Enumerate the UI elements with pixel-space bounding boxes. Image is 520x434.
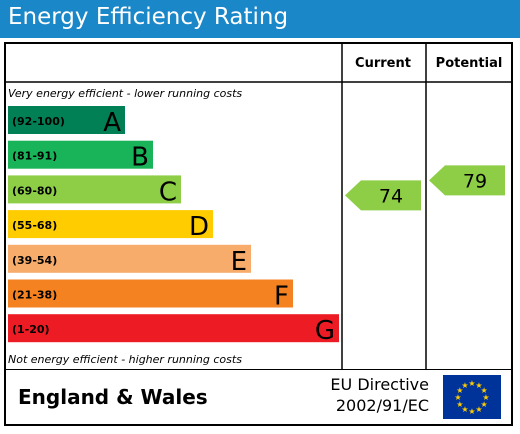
band-range-a: (92-100) [12, 115, 65, 128]
band-range-b: (81-91) [12, 150, 57, 163]
current-rating-value: 74 [379, 185, 403, 207]
band-range-e: (39-54) [12, 254, 57, 267]
eu-star: ★ [482, 393, 489, 402]
frame-border [4, 42, 513, 370]
band-letter-c: C [159, 177, 177, 207]
bottom-note: Not energy efficient - higher running co… [8, 353, 242, 366]
band-f [8, 279, 293, 308]
eu-star: ★ [481, 386, 488, 395]
band-range-g: (1-20) [12, 323, 50, 336]
band-letter-d: D [189, 212, 209, 242]
eu-star: ★ [456, 386, 463, 395]
footer-directive: EU Directive 2002/91/EC [330, 374, 429, 416]
band-range-f: (21-38) [12, 289, 57, 302]
band-letter-g: G [315, 316, 335, 346]
eu-star: ★ [461, 405, 468, 414]
chart-frame [4, 42, 513, 370]
potential-rating-arrow [429, 165, 505, 196]
directive-line-1: EU Directive [330, 375, 429, 394]
top-note: Very energy efficient - lower running co… [8, 87, 242, 100]
band-letter-a: A [103, 108, 121, 138]
band-e [8, 244, 251, 273]
directive-line-2: 2002/91/EC [335, 396, 429, 415]
eu-star: ★ [461, 381, 468, 390]
eu-star: ★ [475, 381, 482, 390]
band-range-d: (55-68) [12, 219, 57, 232]
eu-star: ★ [475, 405, 482, 414]
eu-star: ★ [468, 407, 475, 416]
eu-star: ★ [481, 400, 488, 409]
rating-bands: (92-100) A (81-91) B (69-80) C (55-68) D (39-54)… [8, 106, 339, 346]
footer: England & Wales EU Directive 2002/91/EC … [4, 370, 513, 426]
title-bar: Energy Efficiency Rating [0, 0, 520, 38]
current-rating-arrow [345, 180, 421, 211]
column-header-potential: Potential [436, 56, 503, 71]
column-header-current: Current [355, 56, 411, 71]
rating-markers: 74 79 [345, 165, 505, 211]
rating-chart: Current Potential Very energy efficient … [4, 42, 513, 370]
eu-flag-icon: ★ ★★★★★★★★★★★ [443, 375, 501, 419]
band-letter-b: B [131, 143, 149, 173]
band-c [8, 175, 181, 204]
band-letter-f: F [274, 282, 289, 312]
footer-region: England & Wales [18, 385, 208, 409]
band-b [8, 140, 153, 169]
band-g [8, 314, 339, 343]
eu-star: ★ [456, 400, 463, 409]
eu-star: ★ [468, 379, 475, 388]
band-d [8, 210, 213, 239]
chart-title: Energy Efficiency Rating [8, 4, 289, 30]
band-a [8, 106, 125, 134]
band-letter-e: E [231, 247, 247, 277]
potential-rating-value: 79 [463, 170, 487, 192]
band-range-c: (69-80) [12, 184, 57, 197]
eu-star: ★ [454, 393, 461, 402]
